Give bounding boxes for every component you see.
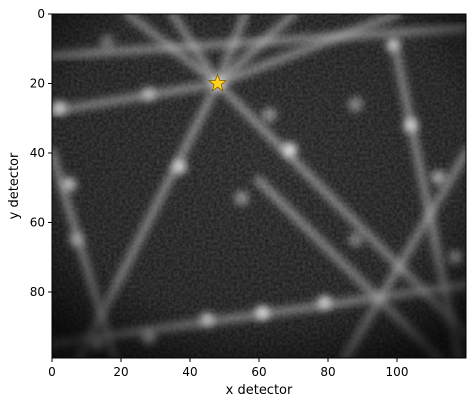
x-tick-label: 40 <box>182 365 197 379</box>
y-axis-label: y detector <box>7 152 22 219</box>
x-tick-label: 0 <box>48 365 56 379</box>
heatmap-vignette <box>52 14 466 358</box>
y-tick-label: 0 <box>37 7 45 21</box>
x-tick-label: 80 <box>320 365 335 379</box>
y-tick-label: 80 <box>30 285 45 299</box>
axis-ticks: 0 20 40 60 80 100 0 20 40 60 80 <box>30 7 409 379</box>
heatmap-image <box>52 14 466 358</box>
y-tick-label: 20 <box>30 76 45 90</box>
x-tick-label: 100 <box>386 365 409 379</box>
star-marker <box>207 73 228 92</box>
x-axis-label: x detector <box>226 383 293 398</box>
pattern-center-marker <box>207 73 228 92</box>
y-tick-label: 60 <box>30 215 45 229</box>
x-tick-label: 20 <box>113 365 128 379</box>
y-tick-label: 40 <box>30 146 45 160</box>
x-tick-label: 60 <box>251 365 266 379</box>
